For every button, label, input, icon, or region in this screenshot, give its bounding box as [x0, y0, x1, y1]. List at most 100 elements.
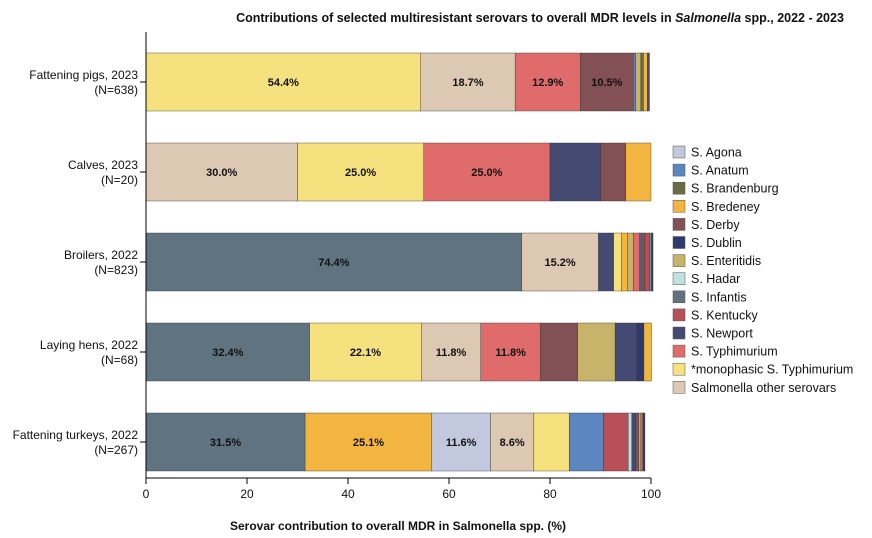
- legend-swatch: [672, 381, 686, 394]
- legend-label: S. Kentucky: [691, 308, 758, 322]
- bar-segment: [580, 52, 634, 112]
- bar-segment: [640, 52, 644, 112]
- legend-label: S. Bredeney: [691, 200, 761, 214]
- bar-segment: [297, 142, 424, 202]
- bar-segment: [423, 142, 551, 202]
- category-label: Laying hens, 2022: [40, 338, 138, 352]
- bar-segment: [533, 412, 570, 472]
- data-label: 11.6%: [446, 437, 477, 449]
- data-label: 32.4%: [212, 347, 243, 359]
- legend-label: *monophasic S. Typhimurium: [691, 363, 853, 377]
- bar-segment: [625, 142, 652, 202]
- legend-swatch: [672, 362, 686, 376]
- category-label: Broilers, 2022: [64, 248, 138, 262]
- data-label: 10.5%: [591, 77, 622, 89]
- axes: [145, 32, 651, 479]
- bar-segment: [568, 412, 604, 472]
- category-count: (N=823): [94, 263, 138, 277]
- legend-swatch: [672, 181, 686, 195]
- legend-swatch: [672, 145, 686, 159]
- bar-segment: [490, 412, 535, 472]
- bar-segment: [421, 322, 482, 382]
- bar-segment: [633, 52, 637, 112]
- bar-segment: [145, 412, 306, 472]
- bar-segment: [598, 232, 614, 292]
- bar-segment: [627, 232, 634, 292]
- x-tick-label: 60: [442, 487, 456, 501]
- x-tick-label: 20: [240, 487, 254, 501]
- bar-segment: [628, 412, 633, 472]
- plot-area: 54.4% 18.7% 12.9% 10.5% 30.0% 25.0% 25.0% 74.4%…: [145, 52, 654, 472]
- data-label: 54.4%: [268, 77, 299, 89]
- bar-segment: [540, 322, 578, 382]
- bar-segment: [636, 322, 645, 382]
- bar-segment: [514, 52, 581, 112]
- bar-segment: [304, 412, 433, 472]
- x-tick-label: 40: [341, 487, 355, 501]
- bar-segment: [631, 412, 637, 472]
- bar-segment: [642, 412, 646, 472]
- legend-label: S. Dublin: [691, 236, 742, 250]
- bar-segment: [643, 322, 652, 382]
- legend-label: S. Enteritidis: [691, 254, 761, 268]
- bar-segment: [145, 232, 522, 292]
- data-label: 31.5%: [210, 437, 241, 449]
- category-label: Calves, 2023: [68, 158, 138, 172]
- x-tick-label: 80: [543, 487, 557, 501]
- x-tick-label: 100: [641, 487, 661, 501]
- data-label: 25.0%: [345, 167, 376, 179]
- legend-label: S. Hadar: [691, 272, 740, 286]
- data-label: 25.1%: [353, 437, 384, 449]
- bar-segment: [521, 232, 599, 292]
- bar-segment: [431, 412, 491, 472]
- data-label: 8.6%: [500, 437, 525, 449]
- data-label: 12.9%: [532, 77, 563, 89]
- bar-segment: [145, 142, 298, 202]
- data-label: 25.0%: [471, 167, 502, 179]
- legend-swatch: [672, 218, 686, 231]
- legend-swatch: [672, 344, 686, 358]
- x-tick-label: 0: [143, 487, 150, 501]
- data-label: 22.1%: [350, 347, 381, 359]
- legend-label: S. Anatum: [691, 164, 749, 178]
- legend: S. Agona S. Anatum S. Brandenburg S. Breden…: [672, 145, 853, 395]
- bar-segment: [603, 412, 629, 472]
- bar-segment: [621, 232, 628, 292]
- bar-segment: [643, 52, 648, 112]
- legend-swatch: [672, 200, 686, 213]
- legend-label: S. Brandenburg: [691, 182, 779, 196]
- legend-swatch: [672, 236, 686, 249]
- legend-label: Salmonella other serovars: [691, 381, 836, 395]
- category-label: Fattening turkeys, 2022: [13, 428, 139, 442]
- bar-segment: [647, 52, 650, 112]
- data-label: 18.7%: [452, 77, 483, 89]
- legend-label: S. Agona: [691, 146, 742, 160]
- category-count: (N=267): [94, 443, 138, 457]
- data-label: 15.2%: [544, 257, 575, 269]
- bar-segment: [614, 322, 638, 382]
- bar-segment: [420, 52, 516, 112]
- data-label: 11.8%: [436, 347, 467, 359]
- bar-segment: [640, 232, 646, 292]
- bar-segment: [638, 412, 642, 472]
- legend-label: S. Derby: [691, 218, 740, 232]
- bar-segment: [309, 322, 422, 382]
- bar-segment: [635, 52, 642, 112]
- bar-segment: [577, 322, 616, 382]
- category-count: (N=20): [101, 173, 138, 187]
- bar-segment: [145, 322, 310, 382]
- x-ticks: 0 20 40 60 80 100: [143, 478, 661, 501]
- bar-segment: [635, 412, 640, 472]
- category-count: (N=638): [94, 83, 138, 97]
- legend-swatch: [672, 163, 686, 177]
- bar-segment: [651, 232, 654, 292]
- bar-segment: [480, 322, 541, 382]
- legend-swatch: [672, 308, 686, 322]
- bar-segment: [613, 232, 622, 292]
- bar-segment: [633, 232, 640, 292]
- legend-label: S. Newport: [691, 327, 753, 341]
- category-count: (N=68): [101, 353, 138, 367]
- category-labels: Fattening pigs, 2023(N=638)Calves, 2023(…: [13, 68, 146, 457]
- bar-segment: [145, 52, 421, 112]
